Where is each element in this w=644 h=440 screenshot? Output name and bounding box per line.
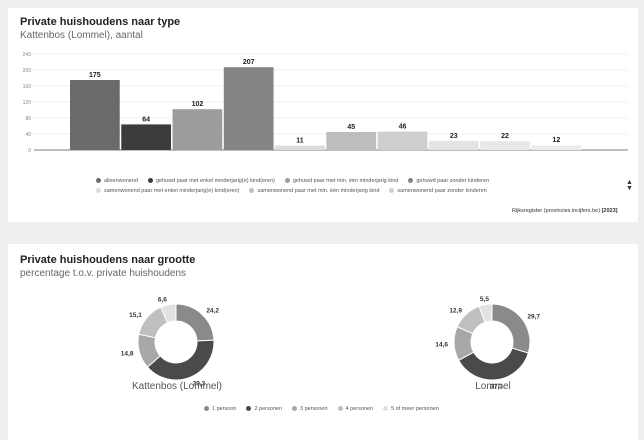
legend-label: 2 personen xyxy=(254,406,282,412)
legend-label: alleenwonend xyxy=(104,178,138,184)
legend-item[interactable]: gehuwd paar met min. één minderjarig kin… xyxy=(284,176,399,186)
bar[interactable] xyxy=(121,124,172,150)
household-size-card: Private huishoudens naar grootte percent… xyxy=(8,244,638,440)
legend-item[interactable]: samenwonend paar met enkel minderjarig(e… xyxy=(96,186,239,196)
slice-value-label: 14,8 xyxy=(121,351,134,358)
y-tick-label: 0 xyxy=(28,148,31,154)
legend-label: 1 persoon xyxy=(212,406,237,412)
bar[interactable] xyxy=(480,141,530,150)
legend-label: gehuwd paar met enkel minderjarig(e) kin… xyxy=(155,178,275,184)
bar[interactable] xyxy=(326,132,377,150)
legend-label: 3 personen xyxy=(300,406,328,412)
chart-title: Private huishoudens naar type xyxy=(20,16,181,28)
legend-item[interactable]: samenwonend paar met min. één minderjari… xyxy=(249,186,379,196)
legend-up-arrow-icon[interactable]: ▲ xyxy=(626,179,633,186)
legend-item[interactable]: 1 persoon xyxy=(204,406,236,412)
slice-value-label: 12,9 xyxy=(449,307,462,314)
legend-label: gehuwd paar zonder kinderen xyxy=(416,178,490,184)
donut-slice[interactable] xyxy=(146,339,215,381)
bar[interactable] xyxy=(377,131,428,150)
legend-swatch xyxy=(292,406,297,412)
donut-slice[interactable] xyxy=(458,347,529,381)
legend-item[interactable]: 2 personen xyxy=(246,406,282,412)
legend-label: gehuwd paar met min. één minderjarig kin… xyxy=(292,178,399,184)
donut-label-kattenbos: Kattenbos (Lommel) xyxy=(131,381,223,392)
bar-value-label: 46 xyxy=(399,124,407,131)
legend-label: samenwonend paar zonder kinderen xyxy=(397,188,487,194)
bar-value-label: 175 xyxy=(89,72,101,79)
legend-swatch xyxy=(284,178,290,184)
bar[interactable] xyxy=(70,80,120,150)
legend-item[interactable]: 4 personen xyxy=(337,406,374,412)
bar-value-label: 12 xyxy=(552,137,560,144)
source-text[interactable]: Rijksregister (provincies.incijfers.be) xyxy=(512,208,601,214)
y-tick-label: 200 xyxy=(23,68,32,74)
legend-swatch xyxy=(337,406,343,412)
slice-value-label: 6,6 xyxy=(158,296,167,303)
bar-value-label: 45 xyxy=(347,124,355,131)
chart-subtitle: percentage t.o.v. private huishoudens xyxy=(20,268,187,279)
legend-item[interactable]: gehuwd paar met enkel minderjarig(e) kin… xyxy=(147,176,275,186)
slice-value-label: 37,3 xyxy=(490,383,503,390)
legend-item[interactable]: 3 personen xyxy=(292,406,328,412)
slice-value-label: 5,5 xyxy=(480,296,489,303)
y-tick-label: 160 xyxy=(23,84,32,90)
legend-item[interactable]: alleenwonend xyxy=(96,176,138,186)
slice-value-label: 29,7 xyxy=(527,313,540,320)
donut-legend: 1 persoon 2 personen 3 personen 4 personen 5… xyxy=(204,406,449,412)
legend-item[interactable]: gehuwd paar zonder kinderen xyxy=(408,176,489,186)
donut-slice[interactable] xyxy=(160,303,177,324)
legend-swatch xyxy=(249,188,255,194)
slice-value-label: 14,6 xyxy=(435,341,448,348)
y-tick-label: 120 xyxy=(23,100,32,106)
legend-swatch xyxy=(408,178,414,184)
legend-swatch xyxy=(204,406,209,412)
legend-down-arrow-icon[interactable]: ▼ xyxy=(626,185,633,192)
donut-label-lommel: Lommel xyxy=(475,381,511,392)
legend-swatch xyxy=(383,406,389,412)
source-year: 2023 xyxy=(603,208,616,214)
bar-value-label: 64 xyxy=(142,116,150,123)
legend-swatch xyxy=(246,406,252,412)
household-type-card: Private huishoudens naar type Kattenbos … xyxy=(8,8,638,222)
legend-item[interactable]: samenwonend paar zonder kinderen xyxy=(389,186,487,196)
bar-value-label: 102 xyxy=(192,101,204,108)
legend-label: 5 of meer personen xyxy=(391,406,439,412)
bar[interactable] xyxy=(223,67,274,150)
bar[interactable] xyxy=(428,140,479,150)
legend-swatch xyxy=(147,178,153,184)
slice-value-label: 39,3 xyxy=(193,380,206,387)
donut-slice[interactable] xyxy=(478,303,493,323)
bar[interactable] xyxy=(275,145,325,150)
y-tick-label: 240 xyxy=(23,52,32,58)
legend-pager[interactable]: ▲ ▼ xyxy=(626,179,633,192)
slice-value-label: 15,1 xyxy=(129,312,142,319)
legend-label: 4 personen xyxy=(345,406,374,412)
bar-legend: alleenwonend gehuwd paar met enkel minder… xyxy=(96,176,576,196)
bar[interactable] xyxy=(531,145,582,150)
legend-item[interactable]: 5 of meer personen xyxy=(383,406,439,412)
bar[interactable] xyxy=(172,109,223,150)
chart-title: Private huishoudens naar grootte xyxy=(20,254,196,266)
y-tick-label: 80 xyxy=(25,116,31,122)
legend-label: samenwonend paar met min. één minderjari… xyxy=(257,188,380,194)
bar-value-label: 207 xyxy=(243,59,255,66)
y-tick-label: 40 xyxy=(25,132,31,138)
bar-value-label: 23 xyxy=(450,133,458,140)
donut-charts: 24,2 39,3 14,8 15,1 6,6 29,7 37,3 14,6 12,9 5,5 xyxy=(121,296,541,390)
slice-value-label: 24,2 xyxy=(206,308,219,315)
legend-label: samenwonend paar met enkel minderjarig(e… xyxy=(104,188,240,194)
legend-swatch xyxy=(389,188,395,194)
source-note[interactable]: Rijksregister (provincies.incijfers.be) … xyxy=(512,208,618,214)
legend-swatch xyxy=(96,188,101,194)
bar-chart: 0 40 80 120 160 200 240 175 64 102 207 11 45 46 23 22 12 xyxy=(23,52,628,154)
chart-subtitle: Kattenbos (Lommel), aantal xyxy=(20,30,143,41)
bar-value-label: 22 xyxy=(501,133,509,140)
bar-value-label: 11 xyxy=(296,138,304,145)
legend-swatch xyxy=(96,178,101,184)
donut-slice[interactable] xyxy=(491,303,531,354)
